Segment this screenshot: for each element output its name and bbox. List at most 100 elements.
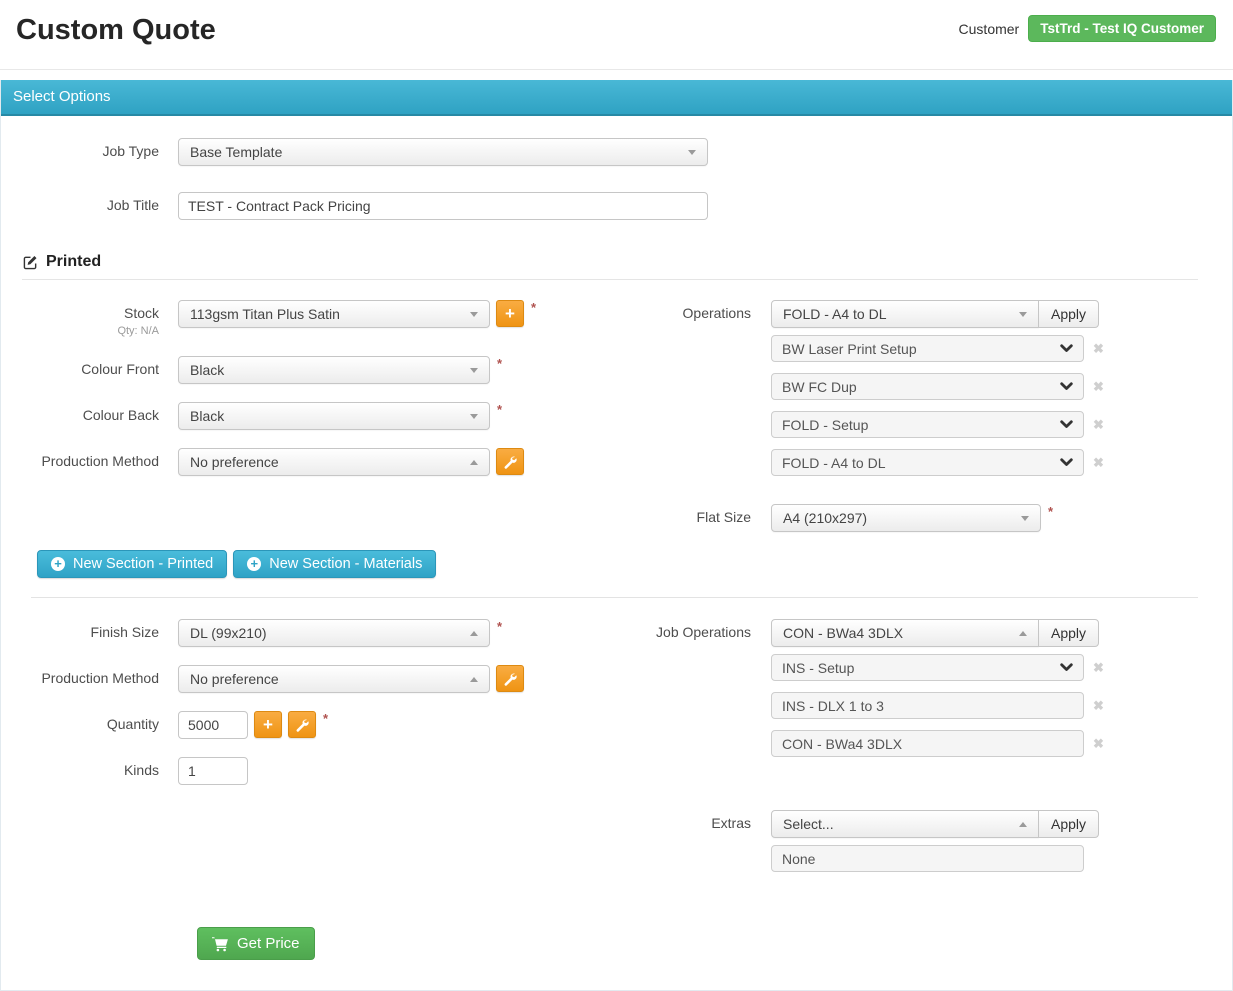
remove-icon[interactable]: ✖: [1093, 378, 1104, 394]
colour-front-select[interactable]: Black: [178, 356, 490, 385]
job-production-method-label: Production Method: [41, 670, 159, 686]
kinds-input[interactable]: [178, 757, 248, 785]
flat-size-select[interactable]: A4 (210x297): [771, 504, 1041, 532]
job-operations-select[interactable]: CON - BWa4 3DLX: [771, 619, 1039, 647]
operation-item[interactable]: FOLD - A4 to DL: [771, 449, 1084, 476]
chevron-down-icon[interactable]: [1060, 344, 1073, 353]
job-production-method-select[interactable]: No preference: [178, 665, 490, 693]
extras-select[interactable]: Select...: [771, 810, 1039, 838]
printed-columns: Stock Qty: N/A 113gsm Titan Plus Satin +…: [17, 300, 1216, 532]
remove-icon[interactable]: ✖: [1093, 416, 1104, 432]
kinds-label: Kinds: [123, 762, 159, 778]
flat-size-value: A4 (210x297): [783, 510, 868, 526]
job-right-column: Job Operations CON - BWa4 3DLX Apply: [617, 619, 1201, 883]
job-production-method-row: Production Method No preference: [17, 665, 617, 693]
new-section-materials-label: New Section - Materials: [269, 556, 423, 572]
operation-item[interactable]: CON - BWa4 3DLX: [771, 730, 1084, 757]
printed-section-heading: Printed: [23, 253, 1216, 271]
chevron-up-icon: [1019, 821, 1027, 827]
required-asterisk: *: [1048, 504, 1054, 519]
wrench-icon: [504, 456, 517, 469]
production-method-select[interactable]: No preference: [178, 448, 490, 477]
quantity-settings-button[interactable]: [288, 711, 316, 738]
operation-row: BW Laser Print Setup ✖: [771, 335, 1104, 362]
job-type-select[interactable]: Base Template: [178, 138, 708, 166]
operations-label: Operations: [682, 305, 751, 321]
printed-left-column: Stock Qty: N/A 113gsm Titan Plus Satin +…: [17, 300, 617, 532]
stock-select[interactable]: 113gsm Titan Plus Satin: [178, 300, 490, 328]
wrench-icon: [504, 673, 517, 686]
operation-item-label: CON - BWa4 3DLX: [782, 735, 903, 752]
plus-circle-icon: +: [247, 557, 262, 571]
job-operations-value: CON - BWa4 3DLX: [783, 625, 904, 641]
operation-row: CON - BWa4 3DLX ✖: [771, 730, 1104, 757]
operation-item[interactable]: INS - DLX 1 to 3: [771, 692, 1084, 719]
wrench-icon: [296, 719, 309, 732]
job-title-row: Job Title: [17, 192, 1216, 220]
remove-icon[interactable]: ✖: [1093, 735, 1104, 751]
extras-value: Select...: [783, 816, 834, 832]
job-operations-label: Job Operations: [656, 624, 751, 640]
get-price-button[interactable]: Get Price: [197, 927, 315, 960]
job-type-value: Base Template: [190, 144, 283, 160]
production-method-settings-button[interactable]: [496, 448, 524, 476]
colour-back-value: Black: [190, 408, 225, 425]
quantity-input[interactable]: [178, 711, 248, 739]
job-title-input[interactable]: [178, 192, 708, 220]
new-section-printed-button[interactable]: + New Section - Printed: [37, 550, 228, 578]
colour-back-select[interactable]: Black: [178, 402, 490, 431]
new-section-materials-button[interactable]: + New Section - Materials: [233, 550, 437, 578]
production-method-label: Production Method: [41, 453, 159, 470]
colour-front-row: Colour Front Black *: [17, 356, 617, 385]
operation-item-label: BW FC Dup: [782, 378, 857, 395]
chevron-down-icon: [688, 149, 696, 155]
chevron-down-icon[interactable]: [1060, 663, 1073, 672]
finish-size-select[interactable]: DL (99x210): [178, 619, 490, 647]
flat-size-row: Flat Size A4 (210x297) *: [617, 504, 1201, 532]
remove-icon[interactable]: ✖: [1093, 697, 1104, 713]
operation-item[interactable]: BW FC Dup: [771, 373, 1084, 400]
section-divider: [31, 597, 1198, 598]
stock-row: Stock Qty: N/A 113gsm Titan Plus Satin +…: [17, 300, 617, 338]
job-type-row: Job Type Base Template: [17, 138, 1216, 166]
operations-list: BW Laser Print Setup ✖ BW FC Dup: [771, 335, 1104, 476]
required-asterisk: *: [497, 402, 503, 418]
chevron-down-icon[interactable]: [1060, 458, 1073, 467]
operations-apply-button[interactable]: Apply: [1038, 300, 1100, 328]
production-method-value: No preference: [190, 454, 279, 471]
add-quantity-button[interactable]: +: [254, 711, 282, 738]
remove-icon[interactable]: ✖: [1093, 340, 1104, 356]
chevron-down-icon: [470, 311, 478, 317]
extras-list: None: [771, 845, 1099, 872]
finish-size-label: Finish Size: [90, 624, 159, 640]
printed-right-column: Operations FOLD - A4 to DL Apply: [617, 300, 1201, 532]
stock-qty-text: Qty: N/A: [117, 324, 159, 337]
extras-apply-button[interactable]: Apply: [1038, 810, 1100, 838]
chevron-up-icon: [470, 676, 478, 682]
get-price-label: Get Price: [237, 935, 300, 952]
remove-icon[interactable]: ✖: [1093, 454, 1104, 470]
customer-button[interactable]: TstTrd - Test IQ Customer: [1028, 15, 1216, 42]
extras-item-row: None: [771, 845, 1099, 872]
job-production-method-settings-button[interactable]: [496, 665, 524, 692]
chevron-down-icon: [1021, 515, 1029, 521]
header-divider: [0, 69, 1233, 70]
operation-item[interactable]: FOLD - Setup: [771, 411, 1084, 438]
remove-icon[interactable]: ✖: [1093, 659, 1104, 675]
chevron-down-icon[interactable]: [1060, 420, 1073, 429]
kinds-row: Kinds: [17, 757, 617, 785]
add-stock-button[interactable]: +: [496, 300, 524, 327]
operation-item[interactable]: BW Laser Print Setup: [771, 335, 1084, 362]
operations-value: FOLD - A4 to DL: [783, 306, 887, 322]
operations-select[interactable]: FOLD - A4 to DL: [771, 300, 1039, 328]
customer-area: Customer TstTrd - Test IQ Customer: [959, 15, 1216, 42]
operation-item-label: INS - DLX 1 to 3: [782, 697, 884, 714]
chevron-down-icon[interactable]: [1060, 382, 1073, 391]
job-operations-apply-button[interactable]: Apply: [1038, 619, 1100, 647]
finish-size-value: DL (99x210): [190, 625, 267, 641]
required-asterisk: *: [497, 356, 503, 372]
operation-item[interactable]: INS - Setup: [771, 654, 1084, 681]
production-method-row: Production Method No preference: [17, 448, 617, 477]
extras-row: Extras Select... Apply: [617, 810, 1201, 883]
operation-row: INS - Setup ✖: [771, 654, 1104, 681]
